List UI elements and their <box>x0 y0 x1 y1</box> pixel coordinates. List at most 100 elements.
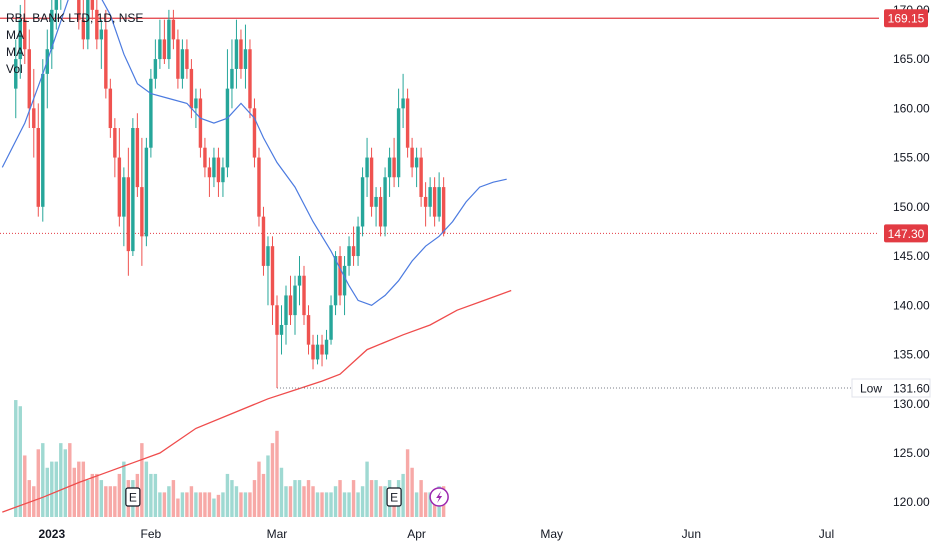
candle-body <box>293 285 297 316</box>
candle-body <box>95 9 99 40</box>
volume-bar <box>239 492 243 517</box>
volume-bar <box>234 486 239 517</box>
volume-bar <box>104 486 108 517</box>
candle-body <box>153 59 158 79</box>
candle-body <box>14 59 18 89</box>
time-axis[interactable]: 2023 Feb Mar Apr May Jun Jul <box>38 527 834 541</box>
candle-body <box>351 246 356 257</box>
candle-body <box>207 167 212 178</box>
candle-body <box>27 49 31 109</box>
candle-body <box>423 196 428 207</box>
x-tick-label: Mar <box>267 527 288 541</box>
candle-body <box>86 0 90 40</box>
candle-body <box>171 19 176 40</box>
volume-bar <box>113 486 117 517</box>
candle-body <box>131 128 135 252</box>
ma-short-path <box>1 0 507 306</box>
candle-body <box>270 246 275 306</box>
candle-body <box>369 157 374 207</box>
volume-bar <box>176 498 180 517</box>
volume-bar <box>401 473 405 517</box>
volume-bar <box>95 473 99 517</box>
candle-body <box>347 246 351 266</box>
candle-body <box>36 128 40 207</box>
symbol-title[interactable]: RBL BANK LTD, 1D, NSE <box>6 11 144 25</box>
candle-body <box>437 187 441 217</box>
candle-body <box>306 315 311 345</box>
candle-body <box>329 305 333 340</box>
volume-bar <box>149 473 153 517</box>
candle-body <box>401 98 405 109</box>
legend-ma-short[interactable]: MA <box>6 28 24 42</box>
candle-body <box>279 324 284 335</box>
price-axis[interactable]: INR120.00125.00130.00135.00140.00145.001… <box>892 3 930 509</box>
volume-bar <box>99 480 104 517</box>
candle-body <box>212 157 216 178</box>
candle-body <box>248 49 252 109</box>
volume-bar <box>144 461 149 517</box>
volume-bar <box>41 443 45 517</box>
candle-body <box>149 78 153 148</box>
x-tick-label: May <box>540 527 563 541</box>
candle-body <box>365 157 369 178</box>
volume-bar <box>216 494 221 517</box>
volume-bar <box>324 492 329 517</box>
volume-bar <box>248 492 252 517</box>
candle-body <box>320 344 324 355</box>
volume-bar <box>27 480 31 517</box>
candle-body <box>230 68 234 89</box>
y-tick-label: 150.00 <box>893 200 930 214</box>
volume-bar <box>122 461 126 517</box>
candle-body <box>419 157 423 197</box>
candle-body <box>90 0 95 10</box>
last-price-tag-bg <box>884 224 928 243</box>
y-tick-label: 130.00 <box>893 397 930 411</box>
volume-bar <box>36 449 40 517</box>
candle-body <box>284 295 288 325</box>
volume-bar <box>194 492 198 517</box>
candle-body <box>225 88 230 168</box>
candle-body <box>41 73 45 207</box>
candle-body <box>234 39 239 69</box>
volume-bar <box>378 486 383 517</box>
low-tag-caption: Low <box>860 381 882 395</box>
volume-bar <box>423 492 428 517</box>
volume-bar <box>189 486 194 517</box>
candle-body <box>392 157 396 178</box>
x-tick-label: 2023 <box>38 527 65 541</box>
volume-bar <box>414 492 419 517</box>
candle-body <box>387 157 392 178</box>
legend-volume[interactable]: Vol <box>6 62 23 76</box>
volume-bar <box>374 480 378 517</box>
candle-body <box>194 98 198 109</box>
price-axis-labels: 169.15 147.30 Low 131.60 <box>851 9 931 398</box>
candle-body <box>167 19 171 60</box>
earnings-label: E <box>390 491 398 505</box>
volume-bar <box>333 486 338 517</box>
candle-body <box>266 246 270 266</box>
candle-body <box>302 275 306 316</box>
volume-bar <box>171 480 176 517</box>
ma-short-line <box>1 0 507 306</box>
volume-bar <box>419 480 423 517</box>
candle-body <box>144 147 149 237</box>
candle-body <box>203 147 207 168</box>
volume-bar <box>369 480 374 517</box>
candle-body <box>405 98 410 148</box>
volume-bar <box>207 492 212 517</box>
volume-bar <box>320 492 324 517</box>
candle-body <box>342 265 347 296</box>
candle-body <box>50 9 54 50</box>
candle-body <box>221 167 225 183</box>
volume-bar <box>230 480 234 517</box>
volume-bar <box>203 492 207 517</box>
candle-body <box>288 295 293 316</box>
legend-ma-long[interactable]: MA <box>6 45 24 59</box>
volume-bar <box>293 480 297 517</box>
candle-body <box>198 98 203 148</box>
volume-bar <box>275 430 279 517</box>
candle-body <box>378 196 383 227</box>
